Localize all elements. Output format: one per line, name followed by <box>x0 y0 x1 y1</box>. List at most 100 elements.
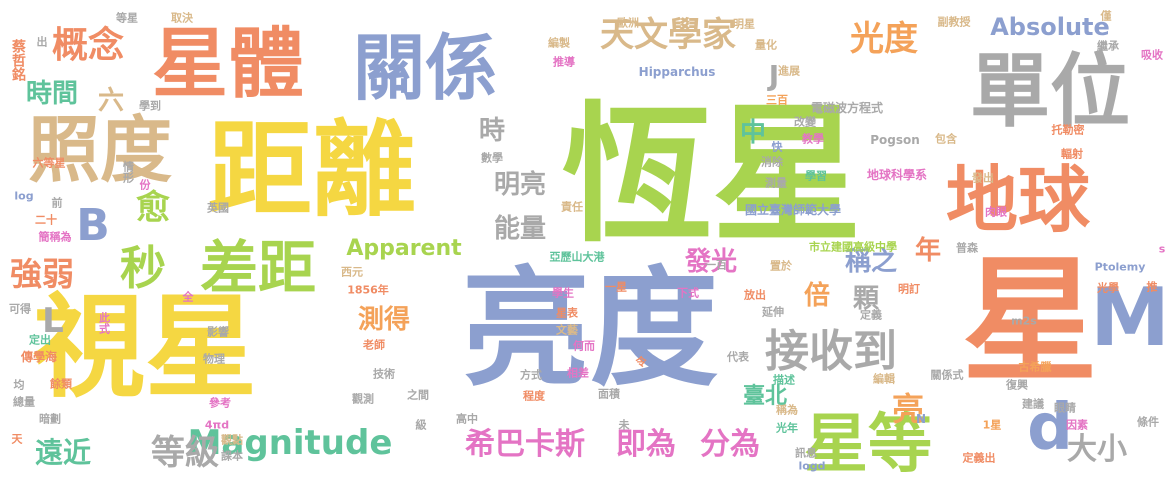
cloud-word: 副教授 <box>937 15 971 29</box>
cloud-word: J <box>768 59 780 92</box>
cloud-word: 年 <box>914 236 942 266</box>
cloud-word: 大小 <box>1067 432 1127 467</box>
cloud-word: 星 <box>962 243 1098 401</box>
cloud-word: 二十 <box>35 213 57 227</box>
cloud-word: 定義 <box>860 308 882 322</box>
cloud-word: 文藝 <box>556 323 578 337</box>
cloud-word: 參考 <box>209 396 231 410</box>
cloud-word: 一星 <box>605 280 627 294</box>
cloud-word: 遠近 <box>34 436 92 469</box>
cloud-word: 包含 <box>935 132 957 146</box>
cloud-word: 恆星 <box>561 89 863 263</box>
cloud-word: 顆 <box>852 284 880 314</box>
cloud-word: 傳學海 <box>20 350 58 364</box>
cloud-word: 肉眼 <box>985 205 1007 219</box>
cloud-word: 總量 <box>13 395 35 409</box>
cloud-word: 訊息 <box>795 446 817 460</box>
cloud-word: 定出 <box>29 333 51 347</box>
cloud-word: 輻射 <box>1061 147 1083 161</box>
cloud-word: 中 <box>739 118 767 148</box>
cloud-word: 倍 <box>803 281 831 311</box>
cloud-word: 地球 <box>945 158 1091 242</box>
cloud-word: 古希臘 <box>1018 360 1052 374</box>
cloud-word: 星體 <box>152 19 304 108</box>
cloud-word: 測得 <box>357 305 411 335</box>
cloud-word: 令 <box>635 355 647 369</box>
cloud-word: 星等 <box>804 408 932 482</box>
cloud-word: 簡稱為 <box>38 230 72 244</box>
cloud-word: 強弱 <box>9 255 75 293</box>
cloud-word: 份 <box>139 178 151 192</box>
cloud-word: 時間 <box>25 79 79 109</box>
cloud-word: 方式 <box>520 368 542 382</box>
cloud-word: 推導 <box>553 55 575 69</box>
cloud-word: 能量 <box>493 214 547 244</box>
cloud-word: 明亮 <box>493 170 547 200</box>
cloud-word: 愈 <box>136 188 170 228</box>
cloud-word: 發出 <box>972 171 994 185</box>
cloud-word: 延伸 <box>762 305 784 319</box>
cloud-word: 繼承 <box>1097 39 1119 53</box>
cloud-word: 編製 <box>548 36 570 50</box>
cloud-word: 均 <box>13 378 25 392</box>
cloud-word: 單位 <box>970 45 1130 138</box>
cloud-word: 地球科學系 <box>866 168 928 182</box>
cloud-word: 明星 <box>733 17 755 31</box>
cloud-word: 概念 <box>51 25 125 66</box>
cloud-word: 課本 <box>221 449 243 463</box>
cloud-word: 光度 <box>850 19 918 59</box>
cloud-word: 等星 <box>116 11 138 25</box>
cloud-word: 希巴卡斯 <box>465 427 585 462</box>
cloud-word: Absolute <box>990 13 1110 41</box>
cloud-word: 復興 <box>1006 378 1028 392</box>
cloud-word: 建議 <box>1022 397 1044 411</box>
cloud-word: 天 <box>11 432 23 446</box>
cloud-word: 置於 <box>770 259 792 273</box>
cloud-word: 編輯 <box>873 372 895 386</box>
cloud-word: 觀測 <box>352 392 374 406</box>
cloud-word: 分為 <box>700 427 760 462</box>
cloud-word: 明訂 <box>898 282 920 296</box>
cloud-word: 量化 <box>755 38 777 52</box>
cloud-word: Apparent <box>346 236 462 261</box>
cloud-word: 稱之 <box>844 247 898 277</box>
cloud-word: Hipparchus <box>638 65 716 79</box>
cloud-word: 責任 <box>561 200 583 214</box>
cloud-word: 測量 <box>765 176 787 190</box>
cloud-word: 餘類 <box>50 377 72 391</box>
cloud-word: 暗劃 <box>39 412 61 426</box>
cloud-word: 一百 <box>705 258 727 272</box>
cloud-word: 眼睛 <box>1054 401 1076 415</box>
cloud-word: 亞歷山大港 <box>549 250 605 264</box>
cloud-word: 照度 <box>27 108 173 192</box>
cloud-word: 此式 <box>97 312 111 334</box>
cloud-word: 何而 <box>573 339 595 353</box>
cloud-word: s <box>1158 242 1166 256</box>
cloud-word: 下式 <box>677 286 699 300</box>
cloud-word: 取決 <box>171 11 193 25</box>
cloud-word: 老師 <box>363 338 385 352</box>
cloud-word: 普森 <box>956 241 978 255</box>
cloud-word: 秒 <box>120 241 166 295</box>
cloud-word: 僅 <box>1100 9 1112 23</box>
cloud-word: Ptolemy <box>1094 260 1146 274</box>
cloud-word: 時 <box>478 116 506 146</box>
cloud-word: 觀點 <box>221 433 243 447</box>
cloud-word: 數學 <box>481 151 503 165</box>
cloud-word: 六 <box>97 86 125 116</box>
cloud-word: 吸收 <box>1141 48 1163 62</box>
cloud-word: m2s <box>1011 314 1037 328</box>
cloud-word: 光年 <box>776 421 798 435</box>
cloud-word: 推 <box>1146 280 1158 294</box>
cloud-word: 即為 <box>616 427 676 462</box>
cloud-word: 代表 <box>727 350 749 364</box>
cloud-word: 關係 <box>352 26 498 110</box>
cloud-word: 改變 <box>794 115 816 129</box>
cloud-word: 可得 <box>9 302 31 316</box>
cloud-word: 程度 <box>523 389 545 403</box>
cloud-word: 西元 <box>341 265 363 279</box>
cloud-word: 之間 <box>407 388 429 402</box>
cloud-word: 亮度 <box>461 255 719 404</box>
cloud-word: 放出 <box>744 288 766 302</box>
